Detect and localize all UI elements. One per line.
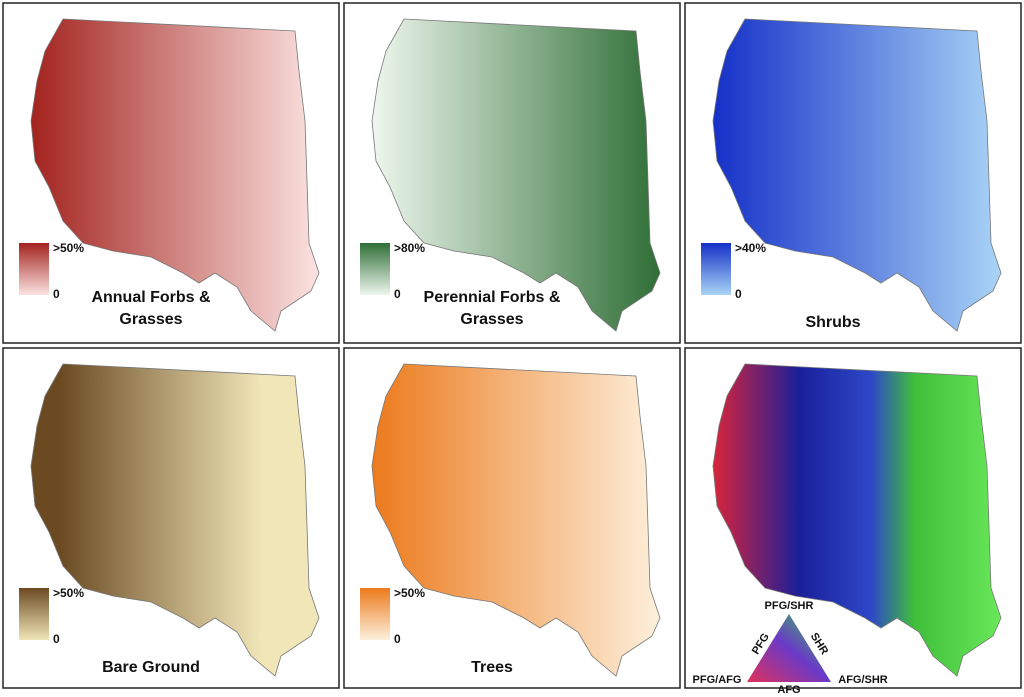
panel-title: Bare Ground bbox=[102, 659, 200, 676]
panel-frame bbox=[684, 347, 1022, 689]
legend-min: 0 bbox=[394, 287, 401, 301]
legend-max: >50% bbox=[394, 586, 425, 600]
panel-frame bbox=[2, 347, 340, 689]
panel-title: Grasses bbox=[460, 311, 523, 328]
panel-frame bbox=[343, 347, 681, 689]
legend-bar bbox=[360, 588, 390, 640]
panel-title: Grasses bbox=[119, 311, 182, 328]
panel-title: Perennial Forbs & bbox=[424, 289, 561, 306]
ternary-right-corner: AFG/SHR bbox=[838, 674, 888, 686]
ternary-legend bbox=[747, 614, 831, 682]
legend-min: 0 bbox=[53, 632, 60, 646]
legend-max: >50% bbox=[53, 241, 84, 255]
map bbox=[30, 18, 320, 332]
panel-title: Annual Forbs & bbox=[91, 289, 211, 306]
map bbox=[30, 363, 320, 677]
ternary-left-corner: PFG/AFG bbox=[693, 674, 742, 686]
ternary-top: PFG/SHR bbox=[765, 600, 814, 612]
legend-bar bbox=[19, 243, 49, 295]
panel-frame bbox=[684, 2, 1022, 344]
map bbox=[371, 363, 661, 677]
map bbox=[712, 363, 1002, 677]
ternary-bottom: AFG bbox=[777, 684, 800, 696]
legend-bar bbox=[360, 243, 390, 295]
legend-max: >80% bbox=[394, 241, 425, 255]
legend-min: 0 bbox=[735, 287, 742, 301]
legend-min: 0 bbox=[53, 287, 60, 301]
panel-frame bbox=[343, 2, 681, 344]
panel-title: Trees bbox=[471, 659, 513, 676]
legend-bar bbox=[701, 243, 731, 295]
legend-max: >40% bbox=[735, 241, 766, 255]
panel-frame bbox=[2, 2, 340, 344]
legend-min: 0 bbox=[394, 632, 401, 646]
map bbox=[371, 18, 661, 332]
legend-bar bbox=[19, 588, 49, 640]
panel-title: Shrubs bbox=[805, 314, 860, 331]
legend-max: >50% bbox=[53, 586, 84, 600]
map bbox=[712, 18, 1002, 332]
